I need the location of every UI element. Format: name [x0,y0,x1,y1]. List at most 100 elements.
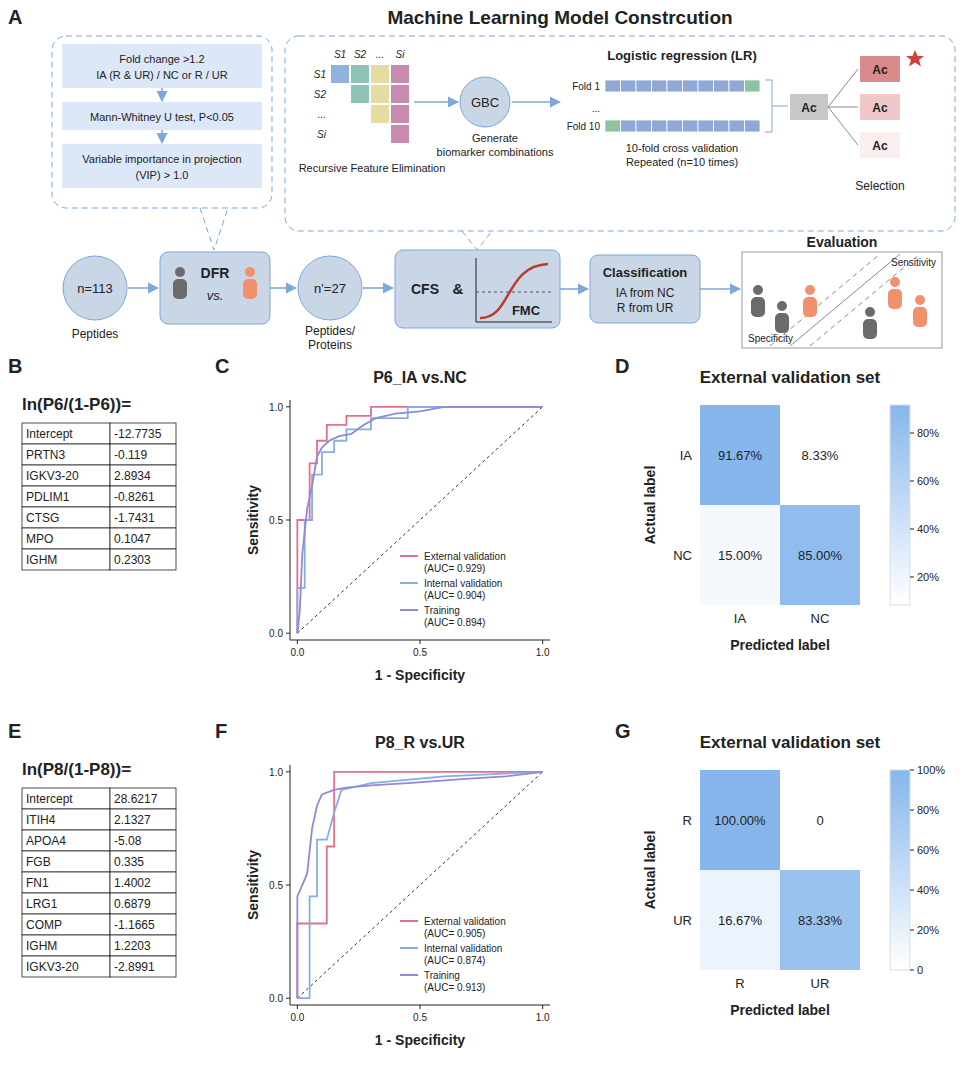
heatmap-cell [700,870,780,970]
plot-area [297,407,542,633]
tick-label: NC [811,611,830,626]
ac-label: Ac [872,101,888,115]
rfe-cell [351,85,369,103]
tick-label: R [683,813,692,828]
table-cell [22,851,110,872]
ac-box [860,132,900,158]
axis-title: Actual label [642,466,658,545]
panel-letter: A [8,6,22,28]
tick-label: 0.0 [269,993,283,1004]
table-cell [110,956,176,977]
table-text: Intercept [26,427,73,441]
table-text: IGKV3-20 [26,960,79,974]
box-text: Sensitivity [891,257,936,268]
cell-label: 91.67% [718,448,763,463]
table-cell [110,465,176,486]
tick [286,633,290,634]
fold-segment [605,120,621,132]
tick [542,1005,543,1009]
table-text: -12.7735 [114,427,162,441]
reference-line [297,772,542,998]
colorbar-tick [910,890,914,891]
ac-label: Ac [801,101,817,115]
legend-line: (AUC= 0.905) [424,928,485,939]
chart-title: P6_IA vs.NC [373,369,467,386]
tick [297,640,298,644]
ac-label: Ac [872,139,888,153]
arrow [414,101,458,103]
bracket [765,80,788,132]
table-text: -1.1665 [114,918,155,932]
table-text: LRG1 [26,897,58,911]
legend-text: Internal validation(AUC= 0.874) [424,943,502,966]
colorbar-tick [910,576,914,577]
tick-label: IA [680,448,693,463]
rfe-cell [331,65,349,83]
fold-segment [621,120,637,132]
colorbar-label: 40% [917,884,939,896]
gbc-label: GBC [471,95,499,110]
legend-swatch [400,947,418,949]
table-cell [22,956,110,977]
table-cell [110,872,176,893]
fold-segment [667,80,683,92]
arrow [700,288,740,290]
table-cell [110,893,176,914]
tick [286,406,290,407]
colorbar-label: 0 [917,964,923,976]
table-cell [22,507,110,528]
rfe-label: S1 [334,49,346,60]
roc-curve [297,407,542,633]
table-text: IGHM [26,939,57,953]
table-text: IGHM [26,553,57,567]
fold-segment [714,120,730,132]
table-text: COMP [26,918,62,932]
box-title: Evaluation [807,234,878,250]
legend-line: External validation [424,916,506,927]
legend-line: (AUC= 0.904) [424,590,485,601]
fold-segment [745,120,761,132]
table-cell [110,507,176,528]
count-circle [298,256,362,320]
tick [420,1005,421,1009]
filter-step [62,44,262,88]
axis-title: Sensitivity [245,850,261,920]
arrow [128,287,158,289]
connector [828,69,858,107]
fold-segment [636,80,652,92]
table-cell [22,830,110,851]
table-cell [110,423,176,444]
dashed-box [285,36,955,231]
axis-title: Predicted label [730,637,830,653]
table-text: 2.1327 [114,813,151,827]
tick-label: 1.0 [536,1012,550,1023]
dashed-tail [200,208,228,250]
caption: Proteins [308,338,352,352]
rfe-cell [371,105,389,123]
colorbar-tick [910,970,914,971]
colorbar-tick [910,481,914,482]
table-text: MPO [26,532,53,546]
person-icon [865,307,875,317]
table-text: 0.2303 [114,553,151,567]
table-text: 28.6217 [114,792,158,806]
cell-label: 8.33% [802,448,839,463]
fold-segment [745,80,761,92]
panel-letter: F [215,720,227,742]
arrow [270,287,296,289]
caption: Peptides/ [305,324,356,338]
rfe-label: ... [376,49,384,60]
table-cell [22,872,110,893]
connector [828,107,858,145]
legend-swatch [400,555,418,557]
caption: Selection [855,179,904,193]
rfe-cell [391,65,409,83]
mini-axes [476,258,552,322]
legend-line: (AUC= 0.894) [424,617,485,628]
table-text: 0.1047 [114,532,151,546]
table-text: APOA4 [26,834,66,848]
arrow [512,101,560,103]
sigmoid [480,264,548,318]
colorbar-tick [910,930,914,931]
legend-line: (AUC= 0.913) [424,982,485,993]
